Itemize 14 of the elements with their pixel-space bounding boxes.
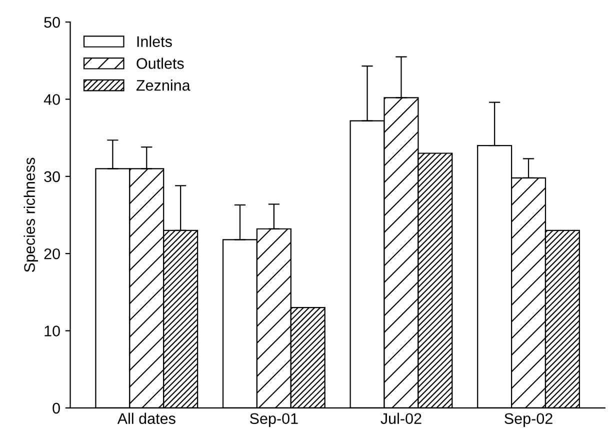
y-tick-label: 50 (44, 16, 60, 28)
x-tick-label: All dates (117, 412, 176, 424)
y-axis-title: Species richness (24, 158, 38, 272)
x-tick-label: Jul-02 (380, 412, 422, 424)
legend-label: Outlets (136, 58, 184, 69)
x-tick-label: Sep-01 (250, 413, 298, 428)
y-tick-label: 0 (52, 402, 60, 414)
legend-label: Inlets (137, 36, 172, 48)
x-tick-label: Sep-02 (504, 413, 552, 428)
y-tick-label: 30 (44, 171, 60, 182)
y-tick-label: 20 (44, 248, 60, 260)
y-tick-label: 40 (44, 94, 60, 105)
legend-label: Zeznina (136, 80, 190, 91)
y-tick-label: 10 (44, 326, 60, 336)
